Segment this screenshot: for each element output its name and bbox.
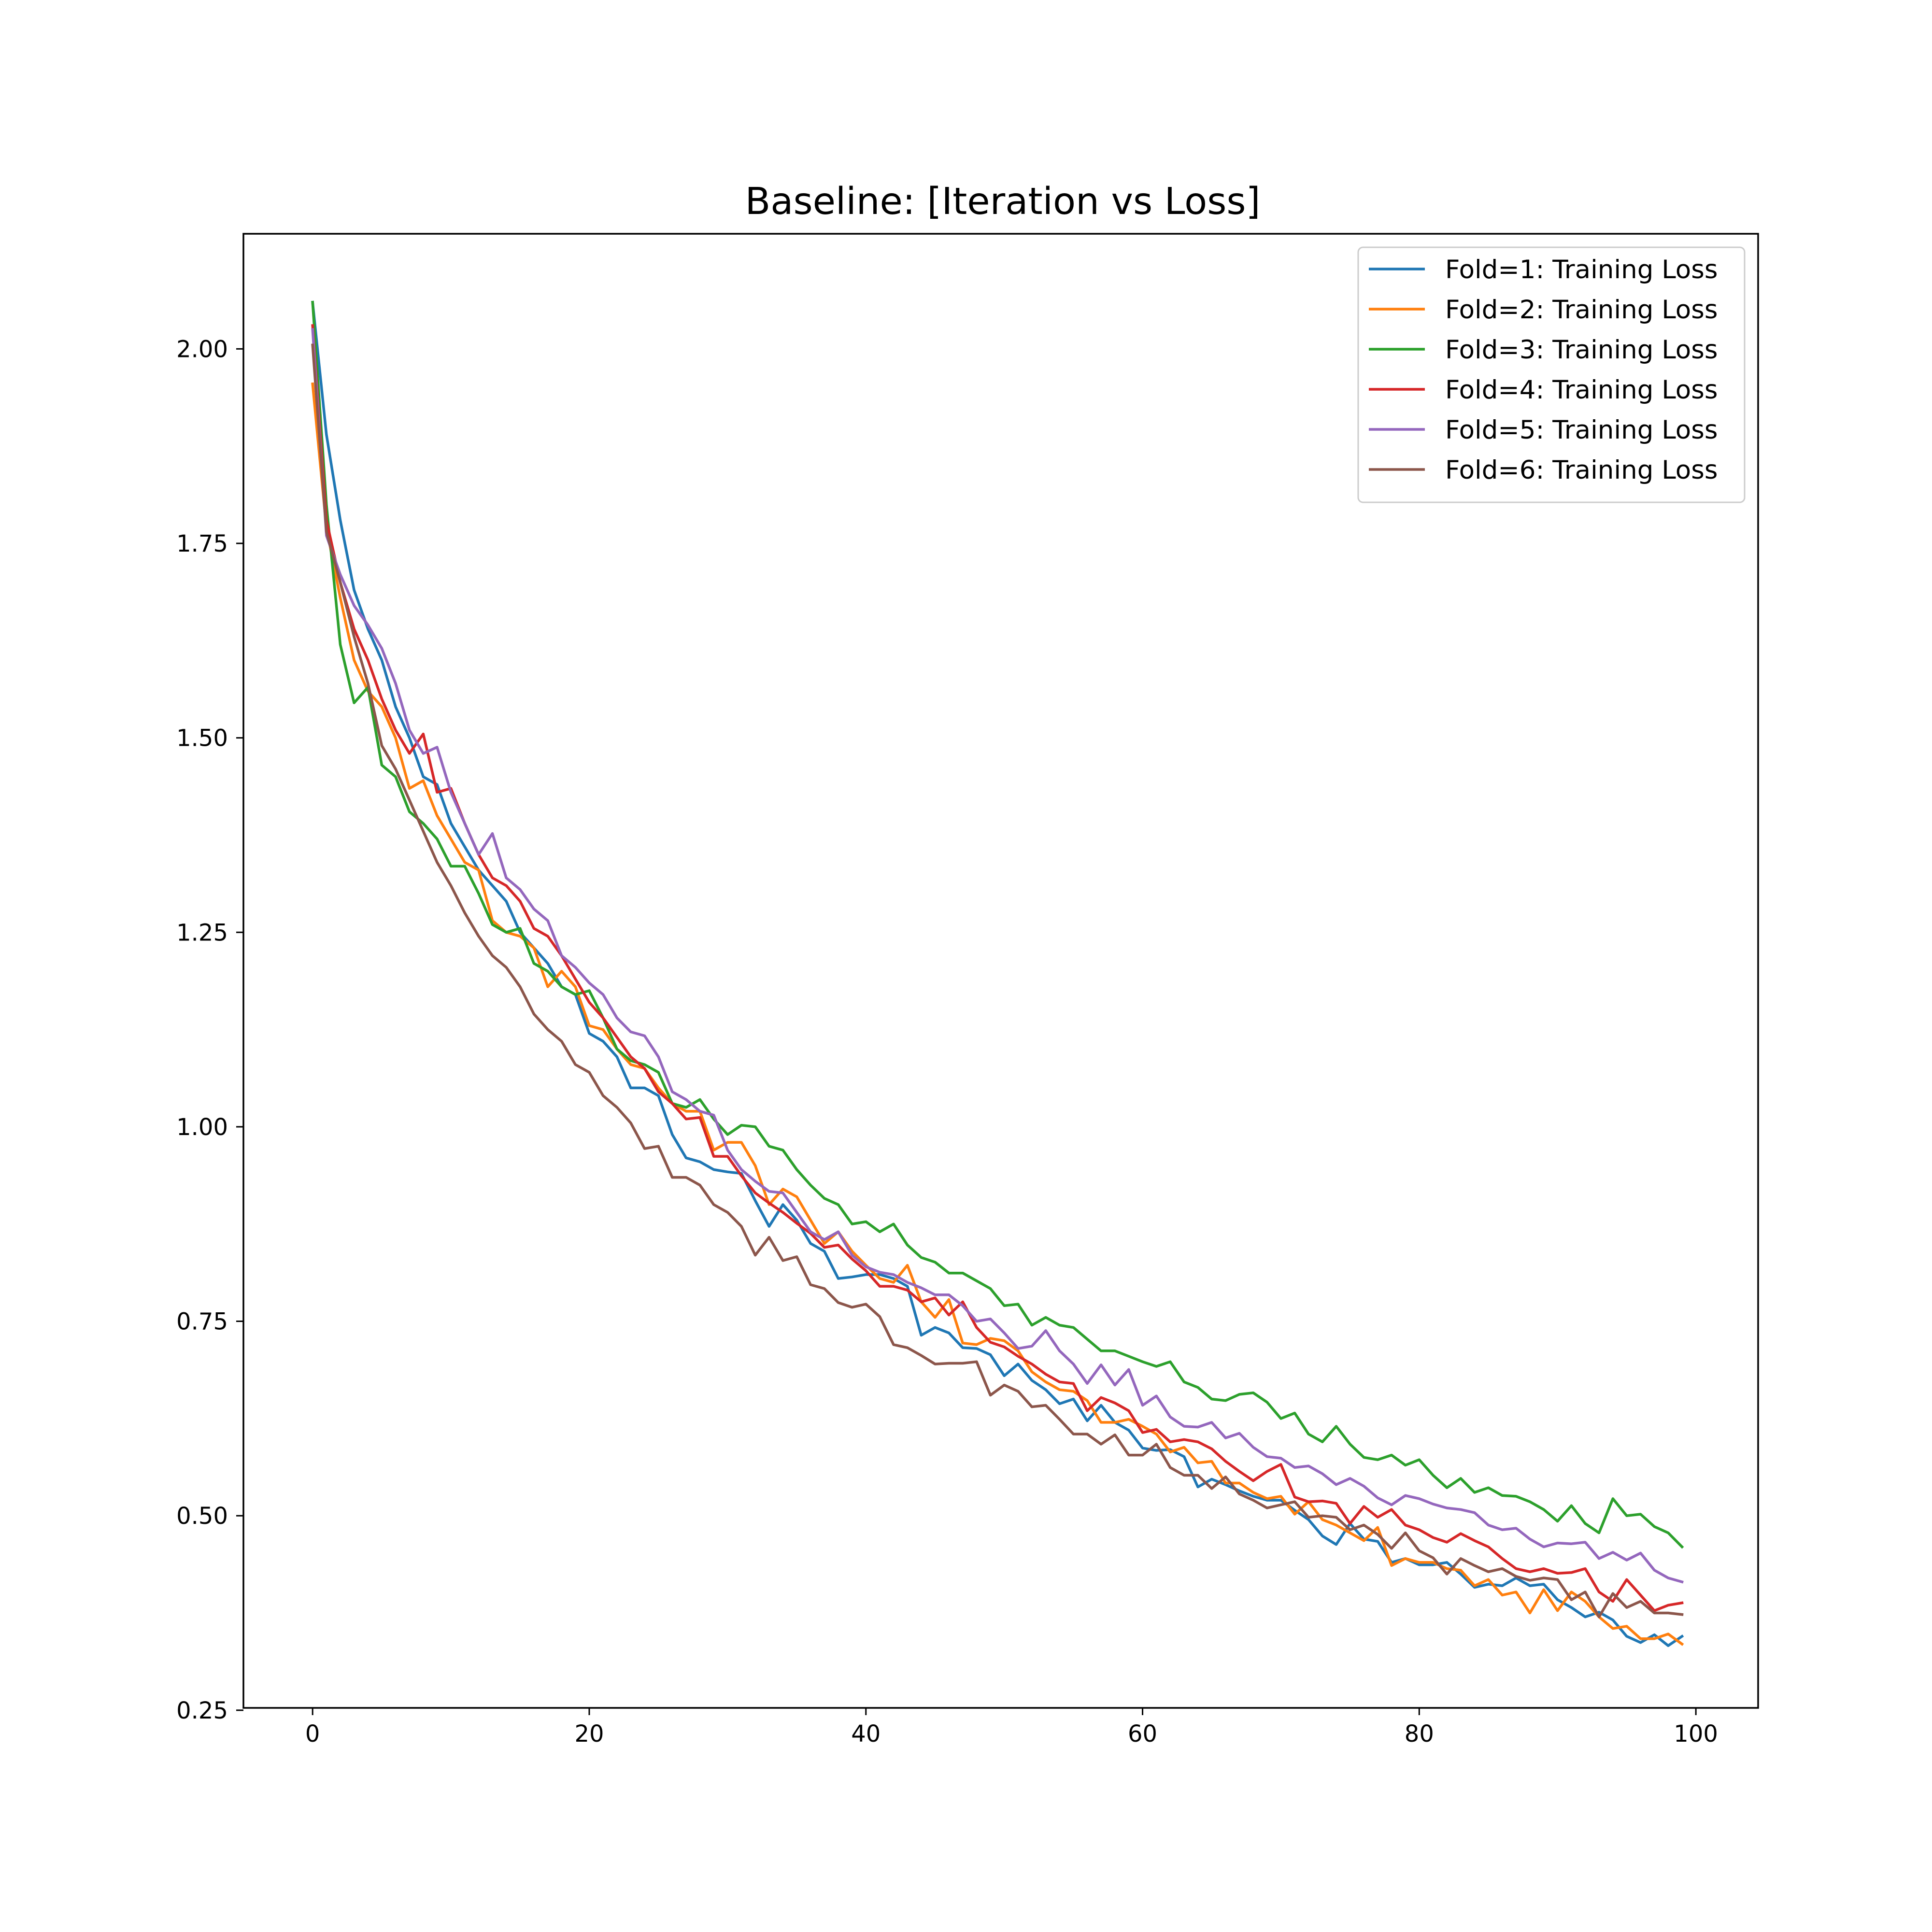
series-line-fold-4: [311, 324, 1684, 1612]
y-tick-label: 1.75: [176, 530, 228, 557]
plot-area: [311, 300, 1684, 1647]
legend-label-fold-3: Fold=3: Training Loss: [1445, 335, 1718, 365]
chart-title: Baseline: [Iteration vs Loss]: [745, 180, 1260, 223]
legend: Fold=1: Training Loss Fold=2: Training Lo…: [1357, 246, 1746, 503]
legend-label-fold-1: Fold=1: Training Loss: [1445, 255, 1718, 284]
series-line-fold-3: [311, 300, 1684, 1549]
legend-label-fold-2: Fold=2: Training Loss: [1445, 295, 1718, 325]
legend-label-fold-5: Fold=5: Training Loss: [1445, 415, 1718, 445]
y-tick-label: 1.00: [176, 1114, 228, 1141]
plot-frame: [242, 233, 1759, 1709]
legend-label-fold-4: Fold=4: Training Loss: [1445, 375, 1718, 405]
series-line-fold-5: [311, 328, 1684, 1584]
y-tick-label: 0.50: [176, 1503, 228, 1530]
x-tick-label: 60: [1128, 1720, 1157, 1747]
legend-label-fold-6: Fold=6: Training Loss: [1445, 455, 1718, 485]
x-axis: 0 20 40 60 80 100: [305, 1708, 1718, 1747]
x-tick-label: 40: [851, 1720, 881, 1747]
y-tick-label: 2.00: [176, 336, 228, 363]
y-tick-label: 0.75: [176, 1308, 228, 1335]
y-axis: 0.25 0.50 0.75 1.00 1.25 1.50 1.75 2.00: [176, 336, 243, 1724]
y-tick-label: 1.50: [176, 725, 228, 752]
y-tick-label: 1.25: [176, 919, 228, 946]
legend-box: [1357, 246, 1746, 503]
x-tick-label: 0: [305, 1720, 320, 1747]
y-tick-label: 0.25: [176, 1697, 228, 1724]
x-tick-label: 100: [1674, 1720, 1718, 1747]
x-tick-label: 20: [574, 1720, 604, 1747]
series-line-fold-6: [311, 343, 1684, 1619]
x-tick-label: 80: [1405, 1720, 1434, 1747]
